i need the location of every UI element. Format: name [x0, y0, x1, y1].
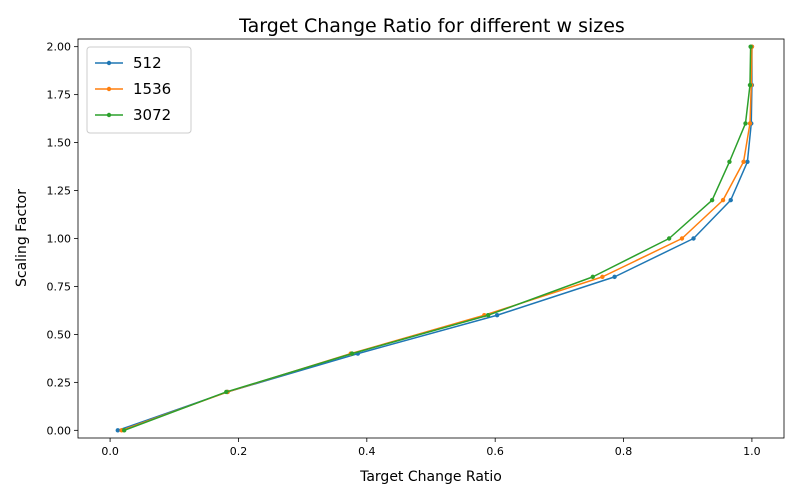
data-point	[600, 274, 605, 280]
data-point	[727, 159, 732, 164]
y-tick-label: 2.00	[47, 41, 72, 54]
y-tick-label: 1.00	[47, 233, 72, 246]
x-axis-title: Target Change Ratio	[359, 469, 502, 485]
legend-marker	[106, 86, 112, 92]
data-point	[691, 236, 696, 241]
data-point	[743, 121, 748, 126]
series-512	[115, 44, 755, 433]
series-3072	[122, 44, 753, 433]
data-point	[741, 159, 746, 164]
x-tick-label: 0.2	[230, 445, 248, 458]
axis-ticks: 0.0 0.2 0.4 0.6 0.8 1.0 0.00 0.25 0.50 0.75 1.00 1.…	[47, 41, 761, 458]
x-tick-label: 1.0	[743, 445, 761, 458]
data-point	[349, 351, 355, 356]
data-point	[666, 236, 672, 241]
y-tick-label: 1.50	[47, 137, 72, 150]
series-line	[121, 46, 753, 432]
data-point	[679, 236, 685, 241]
data-point	[720, 197, 726, 203]
x-tick-label: 0.4	[358, 445, 376, 458]
y-axis-title: Scaling Factor	[14, 189, 30, 287]
data-point	[728, 197, 733, 203]
data-point	[612, 274, 617, 280]
legend-item: 3072	[95, 106, 171, 124]
data-point	[745, 159, 750, 164]
legend-box	[86, 46, 192, 134]
series-line	[117, 46, 753, 432]
data-point	[747, 121, 753, 126]
y-tick-label: 0.75	[47, 280, 72, 293]
data-point	[748, 44, 753, 49]
y-tick-label: 0.00	[47, 424, 72, 437]
x-tick-label: 0.6	[486, 445, 504, 458]
legend-label: 1536	[133, 80, 171, 98]
series-layer	[115, 44, 755, 433]
y-tick-label: 0.25	[47, 376, 72, 389]
data-point	[485, 313, 491, 318]
data-point	[590, 274, 595, 280]
legend-label: 3072	[133, 106, 171, 124]
data-point	[747, 82, 753, 88]
legend-item: 1536	[95, 80, 171, 98]
series-1536	[119, 44, 755, 433]
series-line	[123, 46, 752, 432]
y-tick-label: 0.50	[47, 328, 72, 341]
y-tick-label: 1.25	[47, 185, 72, 198]
legend-label: 512	[133, 54, 162, 72]
data-point	[115, 428, 120, 433]
legend: 512 1536 3072	[86, 46, 192, 134]
legend-marker	[106, 60, 112, 66]
data-point	[709, 197, 715, 203]
y-tick-label: 1.75	[47, 89, 72, 102]
data-point	[122, 428, 127, 433]
legend-marker	[106, 112, 112, 118]
chart-title: Target Change Ratio for different w size…	[238, 15, 625, 37]
data-point	[494, 313, 500, 318]
x-tick-label: 0.0	[101, 445, 119, 458]
x-tick-label: 0.8	[615, 445, 633, 458]
data-point	[224, 389, 229, 395]
legend-item: 512	[95, 54, 162, 72]
